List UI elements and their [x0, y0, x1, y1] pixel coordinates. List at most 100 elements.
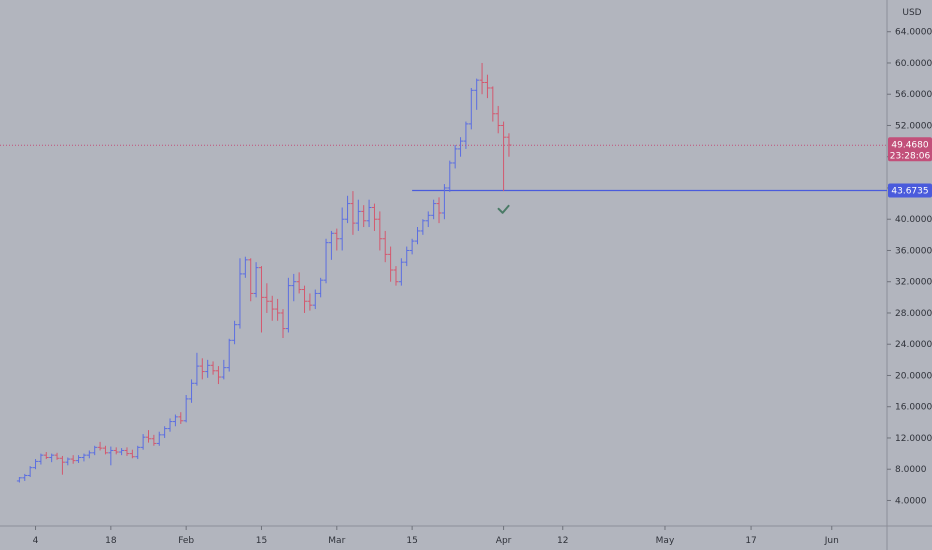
ohlc-bar	[409, 238, 415, 255]
ohlc-bar	[393, 266, 399, 286]
ohlc-bar	[156, 431, 162, 446]
ohlc-bar	[248, 258, 254, 302]
x-tick-label: Feb	[178, 536, 194, 546]
ohlc-bar	[291, 273, 297, 302]
marker-layer	[497, 204, 510, 214]
ohlc-bar	[49, 453, 55, 463]
x-tick-label: 17	[745, 536, 756, 546]
x-tick-label: Apr	[496, 536, 512, 546]
y-tick-label: 64.0000	[895, 28, 932, 38]
ohlc-bar	[22, 473, 28, 481]
ohlc-bar	[102, 445, 108, 455]
ohlc-bar	[43, 452, 49, 460]
y-tick-label: 40.0000	[895, 215, 932, 225]
last-price-label: 49.4680	[891, 140, 928, 150]
ohlc-bar	[484, 74, 490, 99]
ohlc-bar	[463, 121, 469, 149]
checkmark-icon	[497, 204, 510, 214]
ohlc-bar	[38, 453, 44, 465]
level-price-label: 43.6735	[891, 187, 928, 197]
y-tick-label: 20.0000	[895, 371, 932, 381]
y-tick-label: 36.0000	[895, 246, 932, 256]
ohlc-bar	[135, 445, 141, 460]
y-tick-label: 12.0000	[895, 434, 932, 444]
ohlc-bar	[436, 197, 442, 224]
ohlc-bar	[307, 293, 313, 311]
currency-label: USD	[902, 8, 921, 18]
level-price-badge	[888, 183, 932, 198]
ohlc-bar	[59, 455, 65, 475]
ohlc-bar	[33, 459, 39, 470]
y-tick-label: 28.0000	[895, 309, 932, 319]
ohlc-bar	[86, 450, 92, 459]
time-axis[interactable]: 4 18 Feb 15 Mar 15 Apr 12 May 17 Jun	[33, 526, 839, 546]
ohlc-bar	[458, 137, 464, 157]
ohlc-bar	[221, 359, 227, 380]
ohlc-bar	[339, 207, 345, 251]
ohlc-bar	[479, 62, 485, 95]
ohlc-bar	[162, 426, 168, 438]
ohlc-bar	[189, 379, 195, 403]
y-tick-label: 16.0000	[895, 403, 932, 413]
ohlc-bar	[355, 199, 361, 231]
ohlc-bar	[388, 246, 394, 282]
ohlc-bar	[258, 266, 264, 333]
ohlc-bar	[398, 258, 404, 286]
y-tick-label: 60.0000	[895, 59, 932, 69]
ohlc-bar	[226, 338, 232, 372]
y-tick-label: 52.0000	[895, 121, 932, 131]
ohlc-bar	[474, 78, 480, 110]
ohlc-bar	[27, 466, 33, 478]
ohlc-bar	[205, 359, 211, 378]
x-tick-label: 12	[557, 536, 568, 546]
ohlc-bar	[178, 412, 184, 424]
ohlc-bar	[183, 395, 189, 423]
ohlc-bar	[124, 447, 130, 456]
x-tick-label: Mar	[328, 536, 345, 546]
ohlc-bar	[382, 230, 388, 263]
ohlc-bar	[361, 205, 367, 228]
ohlc-bar	[377, 211, 383, 251]
y-tick-label: 32.0000	[895, 278, 932, 288]
ohlc-bar	[97, 441, 103, 451]
x-tick-label: 15	[256, 536, 267, 546]
ohlc-bar	[76, 455, 82, 463]
ohlc-bar	[108, 446, 114, 466]
ohlc-bar	[420, 219, 426, 235]
ohlc-bar	[280, 309, 286, 338]
horizontal-level-line[interactable]: 43.6735	[412, 183, 932, 198]
ohlc-bar	[269, 295, 275, 321]
ohlc-bars	[16, 62, 512, 483]
ohlc-bar	[210, 361, 216, 375]
ohlc-bar	[92, 445, 98, 456]
x-tick-label: 4	[33, 536, 39, 546]
ohlc-bar	[129, 449, 135, 459]
ohlc-bar	[232, 320, 238, 345]
x-tick-label: 18	[105, 536, 117, 546]
ohlc-bar	[146, 430, 151, 443]
ohlc-bar	[302, 285, 308, 313]
x-tick-label: 15	[406, 536, 417, 546]
ohlc-bar	[172, 414, 178, 427]
ohlc-bar	[328, 230, 334, 260]
ohlc-bar	[415, 227, 420, 245]
ohlc-bar	[501, 121, 507, 192]
ohlc-bar	[70, 455, 76, 464]
ohlc-bar	[334, 228, 340, 251]
ohlc-bar	[264, 283, 270, 313]
ohlc-bar	[452, 145, 458, 169]
ohlc-bar	[345, 195, 351, 224]
ohlc-bar	[447, 160, 453, 192]
ohlc-bar	[237, 258, 243, 329]
ohlc-bar	[199, 358, 205, 380]
ohlc-bar	[167, 418, 173, 432]
bar-countdown-label: 23:28:06	[890, 151, 931, 161]
ohlc-bar	[113, 447, 119, 455]
ohlc-bar	[441, 184, 447, 220]
y-tick-label: 8.0000	[895, 465, 927, 475]
ohlc-bar	[425, 211, 431, 228]
